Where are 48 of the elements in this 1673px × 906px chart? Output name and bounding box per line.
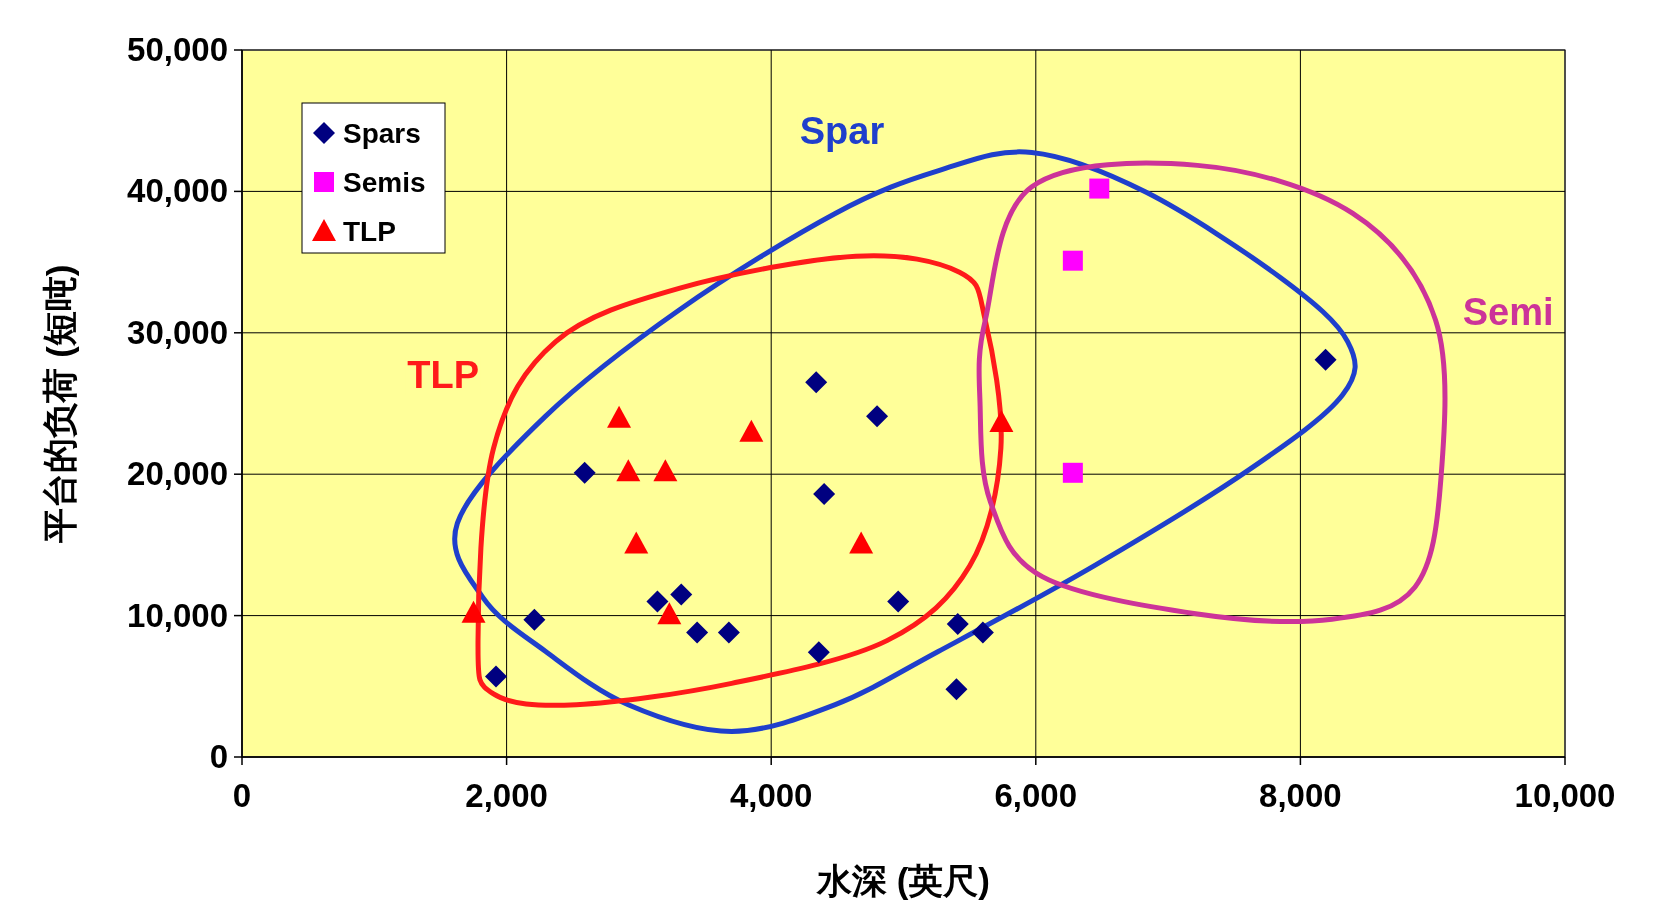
x-tick-label: 2,000 bbox=[465, 777, 548, 814]
x-tick-label: 8,000 bbox=[1259, 777, 1342, 814]
point bbox=[1062, 250, 1083, 271]
y-tick-label: 50,000 bbox=[127, 31, 228, 68]
annotation: Semi bbox=[1460, 290, 1556, 333]
point bbox=[573, 461, 596, 484]
point bbox=[849, 531, 874, 554]
point bbox=[946, 613, 969, 636]
point bbox=[807, 641, 830, 664]
point bbox=[971, 621, 994, 644]
x-tick-label: 10,000 bbox=[1514, 777, 1616, 814]
x-tick-label: 4,000 bbox=[729, 777, 813, 814]
point bbox=[717, 621, 740, 644]
y-tick-label: 40,000 bbox=[127, 172, 228, 210]
point bbox=[461, 600, 486, 623]
legend-label: Semis bbox=[343, 167, 426, 198]
legend-label: TLP bbox=[343, 216, 396, 247]
point bbox=[523, 608, 546, 631]
point bbox=[607, 405, 632, 428]
y-axis-title: 平台的负荷 (短吨) bbox=[40, 264, 79, 544]
point bbox=[1089, 178, 1110, 199]
point bbox=[945, 678, 968, 701]
point bbox=[670, 583, 693, 606]
x-tick-label: 0 bbox=[232, 777, 252, 814]
legend-label: Spars bbox=[343, 118, 421, 149]
point bbox=[989, 409, 1014, 432]
y-tick-label: 10,000 bbox=[127, 596, 228, 634]
annotation: Spar bbox=[797, 110, 887, 153]
point bbox=[686, 621, 709, 644]
x-axis-title: 水深 (英尺) bbox=[815, 861, 991, 900]
point bbox=[805, 371, 828, 394]
point bbox=[616, 459, 641, 482]
point bbox=[1314, 348, 1337, 371]
point bbox=[485, 665, 508, 688]
point bbox=[624, 531, 649, 554]
annotation: TLP bbox=[405, 354, 481, 397]
point bbox=[813, 483, 836, 505]
point bbox=[739, 419, 764, 442]
point bbox=[653, 459, 678, 482]
y-tick-label: 20,000 bbox=[127, 455, 228, 493]
y-tick-label: 30,000 bbox=[127, 313, 228, 351]
point bbox=[646, 590, 669, 613]
point bbox=[657, 602, 682, 625]
x-tick-label: 6,000 bbox=[994, 777, 1078, 814]
point bbox=[866, 405, 889, 428]
point bbox=[1062, 462, 1083, 483]
point bbox=[887, 590, 910, 613]
y-tick-label: 0 bbox=[209, 738, 228, 775]
